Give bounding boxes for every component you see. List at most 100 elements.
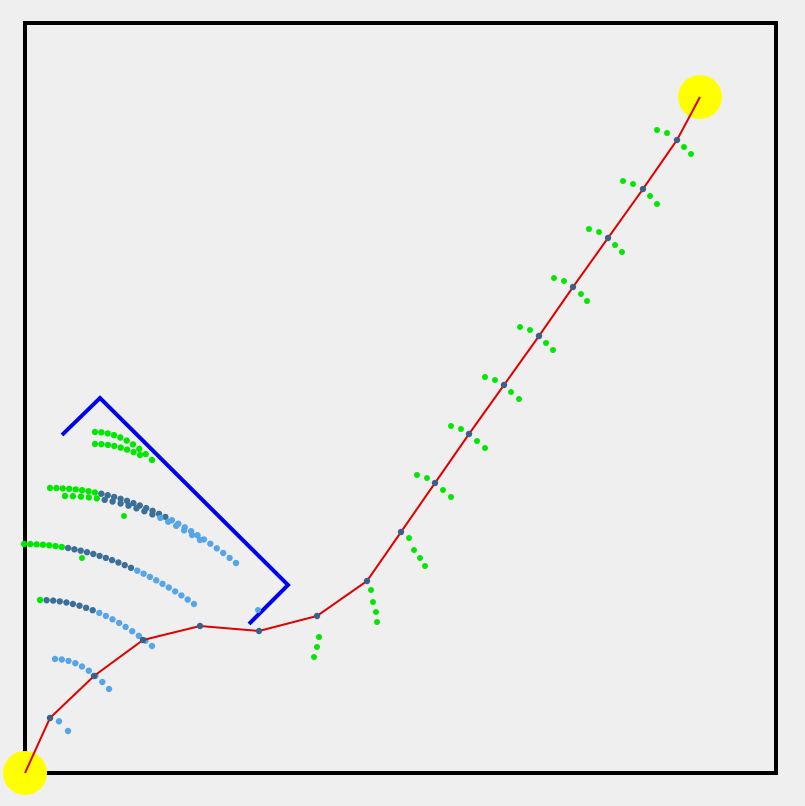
sample-point [561, 278, 567, 284]
sample-point [58, 656, 65, 663]
world-boundary [23, 21, 778, 775]
sample-point [20, 540, 28, 548]
sample-point [99, 678, 106, 686]
sample-point [153, 577, 160, 584]
sample-point [374, 619, 380, 625]
sample-point [527, 327, 533, 333]
sample-point [101, 496, 108, 503]
sample-point [373, 609, 379, 615]
sample-point [109, 498, 116, 505]
sample-point [220, 549, 227, 557]
sample-point [411, 547, 417, 553]
sample-point [688, 151, 694, 157]
sample-point [129, 441, 137, 448]
sample-point [159, 580, 166, 587]
sample-point [55, 718, 63, 725]
sample-point [314, 644, 320, 650]
sample-point [146, 573, 154, 581]
sample-point [117, 500, 124, 507]
waypoint-marker [363, 577, 371, 585]
waypoint-marker [139, 636, 147, 644]
sample-point [104, 441, 112, 449]
sample-point [165, 518, 172, 525]
sample-point [458, 426, 464, 432]
sample-point [117, 444, 124, 451]
sample-point [91, 428, 99, 436]
sample-point [424, 475, 430, 481]
sample-point [51, 655, 59, 663]
sample-point [255, 607, 261, 613]
sample-point [123, 497, 131, 504]
sample-point [59, 485, 66, 492]
sample-point [98, 429, 105, 436]
sample-point [180, 527, 188, 534]
sample-point [133, 505, 140, 512]
sample-point [448, 423, 454, 429]
sample-point [64, 727, 72, 735]
sample-point [630, 181, 636, 187]
waypoint-marker [313, 612, 321, 620]
sample-point [508, 389, 514, 395]
sample-point [196, 536, 204, 544]
sample-point [104, 430, 111, 437]
sample-point [96, 609, 103, 617]
waypoint-marker [46, 714, 54, 722]
sample-point [620, 178, 626, 184]
sample-point [596, 229, 602, 235]
sample-point [130, 448, 137, 456]
sample-point [578, 291, 584, 297]
sample-point [85, 488, 92, 495]
sample-point [96, 552, 103, 560]
sample-point [130, 499, 137, 507]
sample-point [39, 541, 47, 548]
waypoint-marker [569, 283, 577, 291]
sample-point [82, 604, 90, 611]
sample-point [142, 450, 149, 458]
sample-point [134, 567, 141, 574]
sample-point [165, 584, 172, 591]
sample-point [102, 612, 110, 620]
sample-point [482, 374, 488, 380]
sample-point [178, 592, 185, 599]
sample-point [406, 535, 412, 541]
sample-point [129, 628, 136, 635]
sample-point [46, 542, 53, 549]
sample-point [77, 493, 85, 500]
sample-point [89, 607, 96, 614]
sample-point [111, 442, 118, 450]
sample-point [157, 514, 164, 522]
sample-point [474, 438, 480, 444]
sample-point [148, 642, 156, 650]
sample-point [370, 599, 376, 605]
sample-point [108, 556, 116, 564]
sample-point [53, 484, 60, 492]
sample-point [58, 543, 65, 551]
sample-point [213, 545, 220, 552]
sample-point [171, 588, 179, 595]
sample-point [664, 130, 670, 136]
sample-point [619, 249, 625, 255]
waypoint-marker [90, 672, 98, 680]
sample-points [20, 127, 694, 735]
sample-point [93, 495, 101, 502]
waypoint-marker [465, 430, 473, 438]
waypoint-marker [500, 381, 508, 389]
sample-point [90, 550, 97, 558]
sample-point [368, 587, 374, 593]
sample-point [440, 487, 446, 493]
sample-point [117, 495, 124, 502]
waypoint-marker [196, 622, 204, 630]
sample-point [77, 547, 84, 554]
sample-point [85, 667, 93, 674]
sample-point [71, 546, 78, 553]
sample-point [46, 484, 54, 492]
waypoint-marker [255, 627, 263, 635]
sample-point [91, 489, 99, 496]
sample-point [121, 561, 128, 569]
sample-point [417, 555, 423, 561]
sample-point [482, 445, 488, 451]
sample-point [98, 490, 105, 497]
sample-point [135, 632, 142, 639]
